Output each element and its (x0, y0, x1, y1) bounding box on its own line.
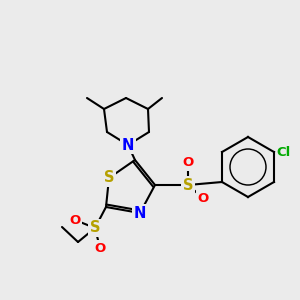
Text: O: O (69, 214, 81, 226)
Text: S: S (90, 220, 100, 236)
Text: S: S (183, 178, 193, 193)
Text: O: O (197, 191, 208, 205)
Text: Cl: Cl (277, 146, 291, 158)
Text: S: S (104, 170, 114, 185)
Text: O: O (182, 157, 194, 169)
Text: N: N (122, 137, 134, 152)
Text: N: N (134, 206, 146, 220)
Text: O: O (94, 242, 106, 254)
